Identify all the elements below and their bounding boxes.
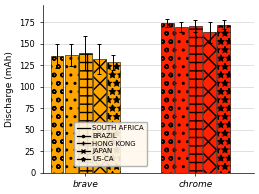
Bar xyxy=(189,26,202,172)
Bar xyxy=(107,62,120,172)
Bar xyxy=(93,59,106,172)
Y-axis label: Discharge (mAh): Discharge (mAh) xyxy=(5,51,14,127)
Bar xyxy=(79,53,92,172)
Bar xyxy=(51,56,63,172)
Bar xyxy=(175,27,188,172)
Bar xyxy=(217,25,230,172)
Legend: SOUTH AFRICA, BRAZIL, HONG KONG, JAPAN, US-CA: SOUTH AFRICA, BRAZIL, HONG KONG, JAPAN, … xyxy=(74,122,147,166)
Bar xyxy=(65,55,77,172)
Bar xyxy=(161,23,174,172)
Bar xyxy=(203,32,216,172)
